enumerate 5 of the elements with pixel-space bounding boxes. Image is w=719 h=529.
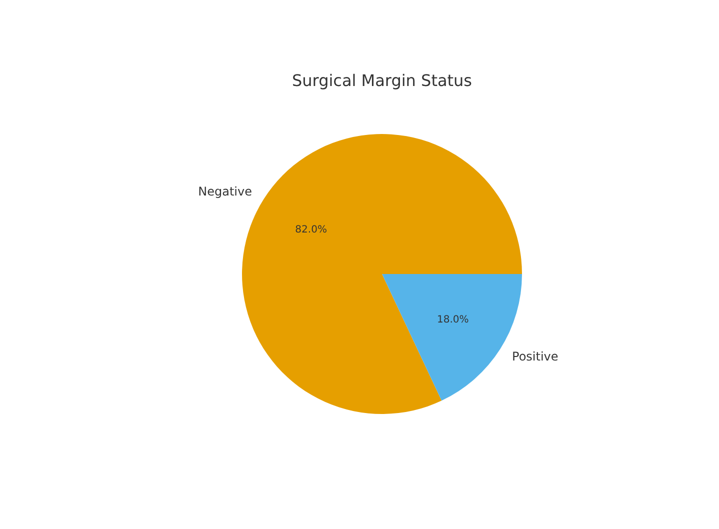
data-label: 18.0% <box>437 314 469 326</box>
data-label: 82.0% <box>295 224 327 236</box>
chart-title: Surgical Margin Status <box>292 71 472 90</box>
slice-label: Negative <box>198 184 252 199</box>
slice-label: Positive <box>512 350 558 364</box>
